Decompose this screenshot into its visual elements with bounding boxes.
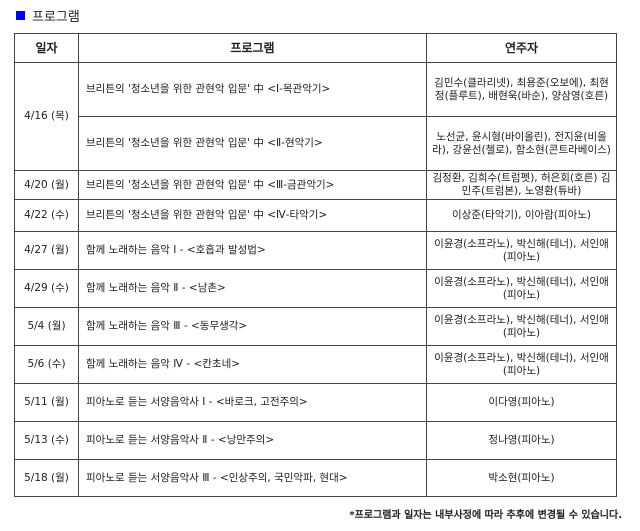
date-cell: 4/16 (목) bbox=[14, 62, 79, 171]
date-cell: 5/4 (월) bbox=[14, 307, 79, 346]
table-header: 일자 프로그램 연주자 bbox=[14, 33, 617, 63]
performers-cell: 박소현(피아노) bbox=[426, 459, 617, 497]
table-row: 5/4 (월) 함께 노래하는 음악 Ⅲ - <동무생각> 이윤경(소프라노),… bbox=[14, 307, 617, 346]
performers-cell: 이다영(피아노) bbox=[426, 383, 617, 422]
performers-cell: 노선균, 윤시형(바이올린), 전지윤(비올라), 강윤선(첼로), 함소현(콘… bbox=[426, 116, 617, 171]
date-cell: 4/29 (수) bbox=[14, 269, 79, 308]
header-date: 일자 bbox=[14, 33, 79, 63]
section-heading: 프로그램 bbox=[16, 6, 80, 25]
program-cell: 함께 노래하는 음악 Ⅳ - <칸초네> bbox=[78, 345, 427, 384]
table-row: 5/13 (수) 피아노로 듣는 서양음악사 Ⅱ - <낭만주의> 정나영(피아… bbox=[14, 421, 617, 460]
program-cell: 함께 노래하는 음악 Ⅰ - <호흡과 발성법> bbox=[78, 231, 427, 270]
header-program: 프로그램 bbox=[78, 33, 427, 63]
performers-cell: 이윤경(소프라노), 박신해(테너), 서인애(피아노) bbox=[426, 345, 617, 384]
date-cell: 5/13 (수) bbox=[14, 421, 79, 460]
date-cell: 4/22 (수) bbox=[14, 199, 79, 232]
date-cell: 5/6 (수) bbox=[14, 345, 79, 384]
table-row: 5/11 (월) 피아노로 듣는 서양음악사 Ⅰ - <바로크, 고전주의> 이… bbox=[14, 383, 617, 422]
performers-cell: 정나영(피아노) bbox=[426, 421, 617, 460]
table-row: 5/18 (월) 피아노로 듣는 서양음악사 Ⅲ - <인상주의, 국민악파, … bbox=[14, 459, 617, 497]
performers-cell: 김민수(클라리넷), 최용준(오보에), 최현정(플루트), 배현욱(바순), … bbox=[426, 62, 617, 117]
table-row: 4/29 (수) 함께 노래하는 음악 Ⅱ - <남촌> 이윤경(소프라노), … bbox=[14, 269, 617, 308]
blue-square-icon bbox=[16, 11, 25, 20]
table-row: 브리튼의 '청소년을 위한 관현악 입문' 中 <Ⅱ-현악기> 노선균, 윤시형… bbox=[15, 116, 617, 171]
date-cell: 5/11 (월) bbox=[14, 383, 79, 422]
performers-cell: 이윤경(소프라노), 박신해(테너), 서인애(피아노) bbox=[426, 269, 617, 308]
section-title: 프로그램 bbox=[32, 10, 80, 25]
program-cell: 브리튼의 '청소년을 위한 관현악 입문' 中 <Ⅳ-타악기> bbox=[78, 199, 427, 232]
program-cell: 피아노로 듣는 서양음악사 Ⅲ - <인상주의, 국민악파, 현대> bbox=[78, 459, 427, 497]
date-cell: 4/20 (월) bbox=[14, 170, 79, 200]
program-cell: 함께 노래하는 음악 Ⅲ - <동무생각> bbox=[78, 307, 427, 346]
date-cell: 4/27 (월) bbox=[14, 231, 79, 270]
footnote: *프로그램과 일자는 내부사정에 따라 추후에 변경될 수 있습니다. bbox=[349, 510, 622, 521]
header-performers: 연주자 bbox=[426, 33, 617, 63]
performers-cell: 이상준(타악기), 이아람(피아노) bbox=[426, 199, 617, 232]
table-row: 4/27 (월) 함께 노래하는 음악 Ⅰ - <호흡과 발성법> 이윤경(소프… bbox=[14, 231, 617, 270]
program-cell: 브리튼의 '청소년을 위한 관현악 입문' 中 <Ⅲ-금관악기> bbox=[78, 170, 427, 200]
program-cell: 브리튼의 '청소년을 위한 관현악 입문' 中 <Ⅱ-현악기> bbox=[78, 116, 427, 171]
date-cell: 5/18 (월) bbox=[14, 459, 79, 497]
program-table: 일자 프로그램 연주자 4/16 (목) 브리튼의 '청소년을 위한 관현악 입… bbox=[14, 33, 617, 497]
performers-cell: 김정환, 김희수(트럼펫), 허은회(호른) 김민주(트럼본), 노영환(튜바) bbox=[426, 170, 617, 200]
program-cell: 피아노로 듣는 서양음악사 Ⅱ - <낭만주의> bbox=[78, 421, 427, 460]
program-cell: 피아노로 듣는 서양음악사 Ⅰ - <바로크, 고전주의> bbox=[78, 383, 427, 422]
program-cell: 브리튼의 '청소년을 위한 관현악 입문' 中 <Ⅰ-목관악기> bbox=[78, 62, 427, 117]
program-cell: 함께 노래하는 음악 Ⅱ - <남촌> bbox=[78, 269, 427, 308]
table-row: 4/16 (목) 브리튼의 '청소년을 위한 관현악 입문' 中 <Ⅰ-목관악기… bbox=[14, 62, 617, 171]
table-row: 4/20 (월) 브리튼의 '청소년을 위한 관현악 입문' 中 <Ⅲ-금관악기… bbox=[14, 170, 617, 200]
performers-cell: 이윤경(소프라노), 박신해(테너), 서인애(피아노) bbox=[426, 231, 617, 270]
table-row: 4/22 (수) 브리튼의 '청소년을 위한 관현악 입문' 中 <Ⅳ-타악기>… bbox=[14, 199, 617, 232]
performers-cell: 이윤경(소프라노), 박신해(테너), 서인애(피아노) bbox=[426, 307, 617, 346]
table-row: 5/6 (수) 함께 노래하는 음악 Ⅳ - <칸초네> 이윤경(소프라노), … bbox=[14, 345, 617, 384]
